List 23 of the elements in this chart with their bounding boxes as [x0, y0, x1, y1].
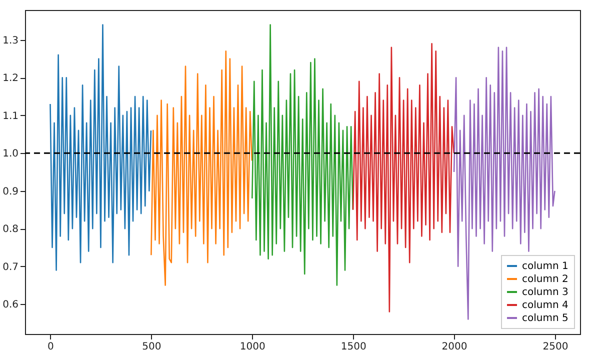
- y-tick-label: 1.1: [2, 110, 18, 122]
- x-tick-label: 1500: [340, 342, 366, 352]
- legend-label: column 5: [522, 313, 568, 324]
- x-tick-label: 500: [142, 342, 162, 352]
- y-tick-label: 1.2: [2, 73, 18, 84]
- x-tick-label: 2000: [442, 342, 468, 352]
- y-tick-label: 0.9: [2, 186, 18, 198]
- line-series: [251, 24, 354, 286]
- y-tick-label: 0.7: [2, 262, 18, 273]
- line-series: [50, 24, 152, 271]
- y-tick-label: 1.3: [2, 35, 18, 46]
- x-tick-label: 1000: [240, 342, 266, 352]
- x-tick-label: 0: [48, 342, 54, 352]
- line-series: [352, 42, 454, 312]
- legend-label: column 3: [522, 287, 568, 298]
- legend-label: column 4: [522, 300, 568, 311]
- y-tick-label: 0.6: [2, 300, 18, 311]
- line-series: [150, 50, 253, 286]
- y-tick-label: 1.0: [2, 148, 18, 160]
- legend-label: column 2: [522, 274, 568, 285]
- legend-label: column 1: [522, 261, 568, 272]
- y-tick-label: 0.8: [2, 224, 18, 236]
- x-tick-label: 2500: [542, 342, 568, 352]
